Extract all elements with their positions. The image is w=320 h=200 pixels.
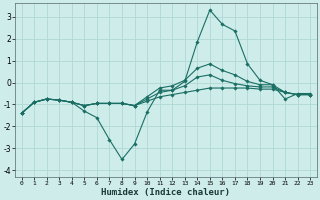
- X-axis label: Humidex (Indice chaleur): Humidex (Indice chaleur): [101, 188, 230, 197]
